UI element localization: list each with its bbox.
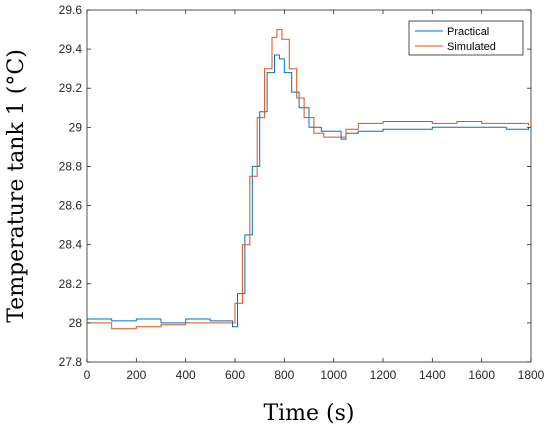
axes-frame bbox=[86, 9, 532, 363]
legend-label: Practical bbox=[447, 26, 489, 38]
y-tick-label: 28 bbox=[69, 316, 83, 330]
x-tick-label: 1000 bbox=[320, 368, 347, 382]
series-line-simulated bbox=[87, 29, 529, 330]
x-tick-label: 0 bbox=[84, 368, 91, 382]
y-tick-label: 28.2 bbox=[59, 277, 83, 291]
x-tick-label: 1200 bbox=[370, 368, 397, 382]
series-layer bbox=[87, 29, 529, 330]
x-tick-label: 200 bbox=[126, 368, 146, 382]
y-tick-label: 29.2 bbox=[59, 81, 83, 95]
x-tick-label: 1400 bbox=[419, 368, 446, 382]
x-tick-label: 600 bbox=[225, 368, 245, 382]
x-tick-label: 800 bbox=[274, 368, 294, 382]
plot-area bbox=[87, 10, 531, 362]
y-tick-label: 28.6 bbox=[59, 199, 83, 213]
legend-label: Simulated bbox=[447, 41, 496, 53]
y-axis-label: Temperature tank 1 (°C) bbox=[4, 49, 29, 323]
y-tick-label: 29.4 bbox=[59, 42, 83, 56]
y-tick-label: 29.6 bbox=[59, 3, 83, 17]
legend: Practical Simulated bbox=[408, 20, 524, 56]
y-tick-label: 28.8 bbox=[59, 159, 83, 173]
x-tick-label: 400 bbox=[176, 368, 196, 382]
x-tick-label: 1800 bbox=[518, 368, 545, 382]
x-tick-label: 1600 bbox=[468, 368, 495, 382]
legend-box bbox=[408, 20, 524, 56]
x-axis-label: Time (s) bbox=[263, 401, 354, 426]
series-line-practical bbox=[87, 54, 529, 328]
axes-layer: 0 200 400 600 800 1000 1200 1400 1600 1800 27.8 28 2… bbox=[59, 3, 545, 382]
y-tick-label: 28.4 bbox=[59, 238, 83, 252]
y-tick-label: 29 bbox=[69, 120, 83, 134]
y-tick-label: 27.8 bbox=[59, 355, 83, 369]
plot-background bbox=[87, 10, 531, 362]
